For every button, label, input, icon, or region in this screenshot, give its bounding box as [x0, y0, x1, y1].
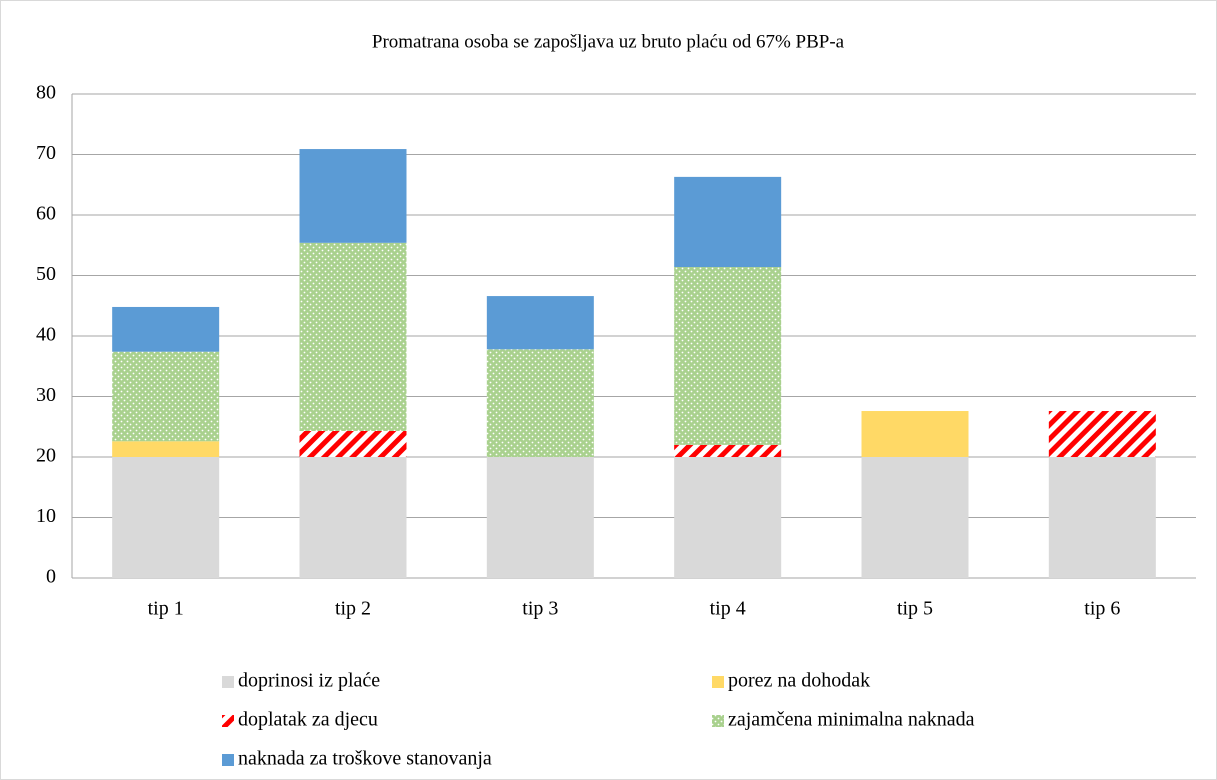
y-tick-label: 30	[36, 384, 56, 406]
bar-segment	[299, 457, 407, 578]
bar-segment	[112, 306, 220, 352]
y-tick-label: 10	[36, 505, 56, 527]
y-tick-label: 0	[46, 566, 56, 588]
x-tick-label: tip 4	[710, 598, 746, 620]
y-tick-label: 60	[36, 203, 56, 225]
legend-swatch	[712, 676, 724, 688]
bar-segment	[299, 242, 407, 431]
bar-segment	[299, 430, 407, 457]
legend-label: zajamčena minimalna naknada	[728, 709, 975, 731]
bar-segment	[486, 349, 594, 457]
y-tick-label: 70	[36, 142, 56, 164]
y-tick-label: 50	[36, 263, 56, 285]
x-tick-label: tip 3	[522, 598, 558, 620]
bar-segment	[112, 457, 220, 578]
legend-label: doplatak za djecu	[238, 709, 378, 731]
x-tick-label: tip 1	[148, 598, 184, 620]
bar-segment	[299, 149, 407, 243]
chart-title: Promatrana osoba se zapošljava uz bruto …	[372, 31, 845, 52]
bar-segment	[112, 351, 220, 442]
bar-segment	[486, 457, 594, 578]
bar-segment	[861, 411, 969, 457]
bar-segment	[112, 441, 220, 457]
y-tick-label: 20	[36, 445, 56, 467]
bar-segment	[486, 296, 594, 350]
x-tick-label: tip 5	[897, 598, 933, 620]
y-tick-label: 40	[36, 324, 56, 346]
bar-segment	[861, 457, 969, 578]
bar-segment	[1048, 411, 1156, 457]
bar-segment	[674, 444, 782, 457]
legend-label: porez na dohodak	[728, 670, 870, 692]
legend-swatch	[712, 715, 724, 727]
bar-segment	[674, 176, 782, 268]
bar-segment	[674, 267, 782, 445]
legend-swatch	[222, 676, 234, 688]
legend-swatch	[222, 715, 234, 727]
bar-segment	[674, 457, 782, 578]
legend-label: doprinosi iz plaće	[238, 670, 380, 692]
legend-swatch	[222, 754, 234, 766]
bar-segment	[1048, 457, 1156, 578]
x-tick-label: tip 6	[1084, 598, 1120, 620]
x-tick-label: tip 2	[335, 598, 371, 620]
legend-label: naknada za troškove stanovanja	[238, 748, 492, 770]
y-tick-label: 80	[36, 82, 56, 104]
